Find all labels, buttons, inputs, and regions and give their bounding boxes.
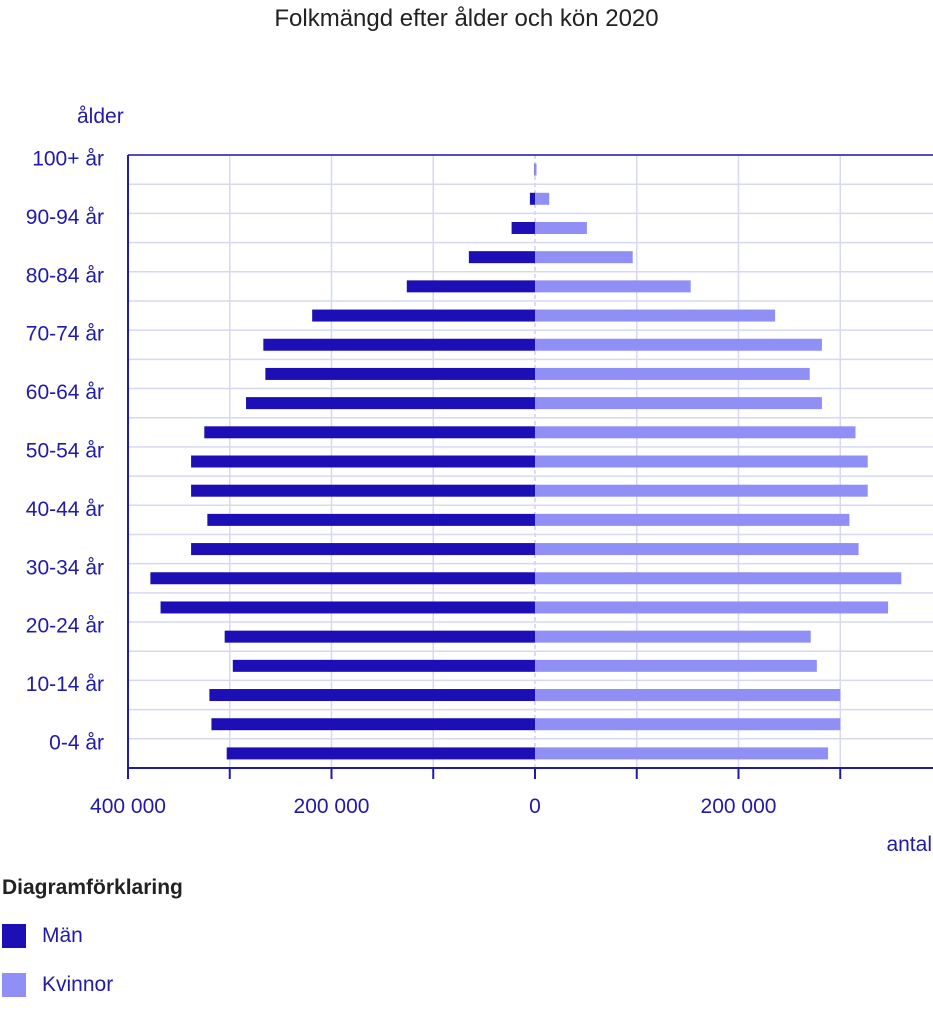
y-tick-label: 0-4 år bbox=[49, 731, 104, 754]
x-tick-label: 0 bbox=[529, 795, 541, 818]
bar-man[interactable]: Män 40-44 år: 322000 bbox=[207, 513, 536, 526]
y-tick-label: 40-44 år bbox=[26, 498, 104, 521]
bar-women[interactable]: Kvinnor 75-79 år: 236000 bbox=[535, 309, 776, 322]
x-tick-label: 400 000 bbox=[90, 795, 166, 818]
bars-layer: Män 0-4 år: 303000Kvinnor 0-4 år: 288000… bbox=[150, 163, 902, 760]
bar-man[interactable]: Män 0-4 år: 303000 bbox=[226, 747, 535, 760]
legend-item-women[interactable]: Kvinnor bbox=[2, 972, 113, 998]
bar-women[interactable]: Kvinnor 85-89 år: 96000 bbox=[535, 251, 633, 264]
bar-man[interactable]: Män 25-29 år: 368000 bbox=[160, 601, 535, 614]
y-tick-label: 70-74 år bbox=[26, 323, 104, 346]
y-tick-label: 50-54 år bbox=[26, 440, 104, 463]
bar-man[interactable]: Män 35-39 år: 338000 bbox=[191, 543, 535, 556]
bar-man[interactable]: Män 95-99 år: 5000 bbox=[529, 192, 535, 205]
bar-man[interactable]: Män 80-84 år: 126000 bbox=[406, 280, 535, 293]
bar-women[interactable]: Kvinnor 55-59 år: 315000 bbox=[535, 426, 856, 439]
x-tick-label: 200 000 bbox=[294, 795, 370, 818]
y-tick-label: 100+ år bbox=[32, 148, 104, 171]
bar-man[interactable]: Män 50-54 år: 338000 bbox=[191, 455, 535, 468]
bar-man[interactable]: Män 85-89 år: 65000 bbox=[468, 251, 535, 264]
bar-man[interactable]: Män 10-14 år: 320000 bbox=[209, 689, 535, 702]
legend-swatch-man bbox=[2, 924, 26, 948]
bar-women[interactable]: Kvinnor 70-74 år: 282000 bbox=[535, 338, 822, 351]
bar-women[interactable]: Kvinnor 5-9 år: 300000 bbox=[535, 718, 841, 731]
grid-layer bbox=[127, 154, 933, 769]
bar-women[interactable]: Kvinnor 45-49 år: 327000 bbox=[535, 484, 868, 497]
bar-man[interactable]: Män 30-34 år: 378000 bbox=[150, 572, 535, 585]
y-tick-label: 10-14 år bbox=[26, 673, 104, 696]
bar-man[interactable]: Män 5-9 år: 318000 bbox=[211, 718, 535, 731]
legend-title: Diagramförklaring bbox=[2, 876, 183, 899]
bar-man[interactable]: Män 45-49 år: 338000 bbox=[191, 484, 535, 497]
legend-item-man[interactable]: Män bbox=[2, 923, 83, 949]
bar-man[interactable]: Män 75-79 år: 219000 bbox=[312, 309, 535, 322]
legend-swatch-women bbox=[2, 973, 26, 997]
bar-man[interactable]: Män 90-94 år: 23000 bbox=[511, 221, 535, 234]
y-tick-labels: 100+ år 90-94 år 80-84 år 70-74 år 60-64 år 5… bbox=[26, 148, 104, 755]
axis-layer bbox=[127, 154, 933, 779]
bar-man[interactable]: Män 100+ år: 500 bbox=[534, 163, 535, 176]
y-tick-label: 60-64 år bbox=[26, 381, 104, 404]
bar-women[interactable]: Kvinnor 60-64 år: 282000 bbox=[535, 397, 822, 410]
bar-women[interactable]: Kvinnor 35-39 år: 318000 bbox=[535, 543, 859, 556]
x-tick-label: 200 000 bbox=[701, 795, 777, 818]
population-pyramid-chart: Män 0-4 år: 303000Kvinnor 0-4 år: 288000… bbox=[26, 105, 933, 856]
x-tick-labels: 400 000 200 000 0 200 000 bbox=[90, 795, 776, 818]
bar-man[interactable]: Män 70-74 år: 267000 bbox=[263, 338, 535, 351]
y-axis-title: ålder bbox=[77, 105, 124, 128]
y-tick-label: 20-24 år bbox=[26, 615, 104, 638]
legend-label-man: Män bbox=[42, 924, 83, 947]
bar-women[interactable]: Kvinnor 95-99 år: 14000 bbox=[535, 192, 550, 205]
bar-women[interactable]: Kvinnor 25-29 år: 347000 bbox=[535, 601, 889, 614]
bar-women[interactable]: Kvinnor 65-69 år: 270000 bbox=[535, 367, 810, 380]
bar-man[interactable]: Män 55-59 år: 325000 bbox=[204, 426, 535, 439]
chart-title: Folkmängd efter ålder och kön 2020 bbox=[274, 5, 659, 32]
x-axis-title: antal bbox=[886, 833, 932, 856]
bar-women[interactable]: Kvinnor 100+ år: 1500 bbox=[535, 163, 537, 176]
bar-man[interactable]: Män 15-19 år: 297000 bbox=[232, 659, 536, 672]
y-tick-label: 90-94 år bbox=[26, 206, 104, 229]
y-tick-label: 30-34 år bbox=[26, 556, 104, 579]
legend-label-women: Kvinnor bbox=[42, 973, 114, 996]
bar-man[interactable]: Män 65-69 år: 265000 bbox=[265, 367, 535, 380]
bar-women[interactable]: Kvinnor 10-14 år: 300000 bbox=[535, 689, 841, 702]
bar-man[interactable]: Män 60-64 år: 284000 bbox=[246, 397, 535, 410]
bar-women[interactable]: Kvinnor 15-19 år: 277000 bbox=[535, 659, 817, 672]
bar-women[interactable]: Kvinnor 90-94 år: 51000 bbox=[535, 221, 587, 234]
bar-women[interactable]: Kvinnor 80-84 år: 153000 bbox=[535, 280, 691, 293]
bar-women[interactable]: Kvinnor 40-44 år: 309000 bbox=[535, 513, 850, 526]
bar-women[interactable]: Kvinnor 0-4 år: 288000 bbox=[535, 747, 829, 760]
y-tick-label: 80-84 år bbox=[26, 264, 104, 287]
bar-women[interactable]: Kvinnor 20-24 år: 271000 bbox=[535, 630, 811, 643]
bar-women[interactable]: Kvinnor 50-54 år: 327000 bbox=[535, 455, 868, 468]
bar-man[interactable]: Män 20-24 år: 305000 bbox=[224, 630, 535, 643]
bar-women[interactable]: Kvinnor 30-34 år: 360000 bbox=[535, 572, 902, 585]
